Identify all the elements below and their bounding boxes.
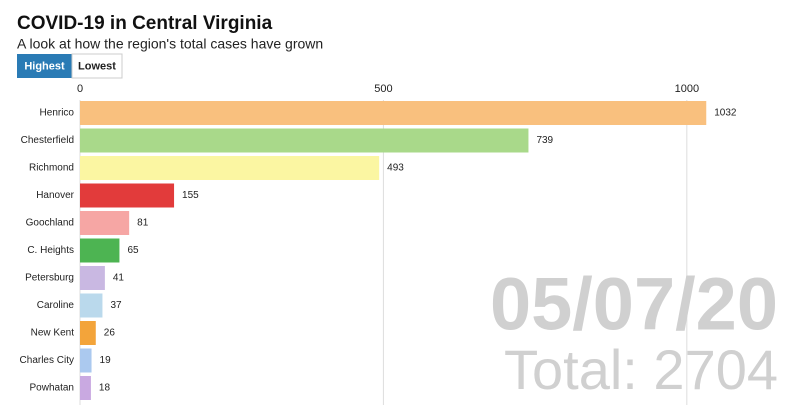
bar xyxy=(80,183,175,208)
highest-button[interactable] xyxy=(17,54,72,78)
bar xyxy=(80,238,120,263)
total-label: Total: 2704 xyxy=(504,338,778,401)
value-label: 37 xyxy=(110,300,122,311)
date-label: 05/07/20 xyxy=(490,263,778,346)
x-tick-label: 1000 xyxy=(675,83,699,95)
chart-title: COVID-19 in Central Virginia xyxy=(17,13,273,34)
bar xyxy=(80,128,529,153)
bar xyxy=(80,376,91,400)
value-label: 493 xyxy=(387,163,404,174)
value-label: 155 xyxy=(182,190,199,201)
category-label: Petersburg xyxy=(25,273,74,284)
bar xyxy=(80,156,380,180)
bar xyxy=(80,101,707,125)
category-label: Goochland xyxy=(26,218,74,229)
button-label[interactable]: Highest xyxy=(24,60,65,72)
chart-subtitle: A look at how the region's total cases h… xyxy=(17,36,323,52)
bar xyxy=(80,348,92,373)
category-label: Caroline xyxy=(37,300,75,311)
value-label: 41 xyxy=(113,273,125,284)
lowest-button[interactable] xyxy=(71,53,123,79)
value-label: 1032 xyxy=(714,108,737,119)
value-label: 26 xyxy=(104,328,116,339)
bar xyxy=(80,321,96,345)
value-label: 739 xyxy=(536,135,553,146)
category-label: Powhatan xyxy=(30,383,74,394)
value-label: 65 xyxy=(127,245,139,256)
value-label: 19 xyxy=(100,355,112,366)
category-label: Richmond xyxy=(29,163,74,174)
value-label: 81 xyxy=(137,218,149,229)
category-label: Charles City xyxy=(20,355,74,366)
button-label[interactable]: Lowest xyxy=(78,60,116,72)
value-label: 18 xyxy=(99,383,111,394)
x-tick-label: 500 xyxy=(374,83,392,95)
x-tick-label: 0 xyxy=(77,83,83,95)
category-label: Henrico xyxy=(40,108,75,119)
category-label: New Kent xyxy=(31,328,75,339)
bar xyxy=(80,211,130,235)
category-label: Hanover xyxy=(36,190,74,201)
category-label: Chesterfield xyxy=(21,135,74,146)
bar xyxy=(80,266,105,290)
bar xyxy=(80,293,103,318)
category-label: C. Heights xyxy=(27,245,74,256)
